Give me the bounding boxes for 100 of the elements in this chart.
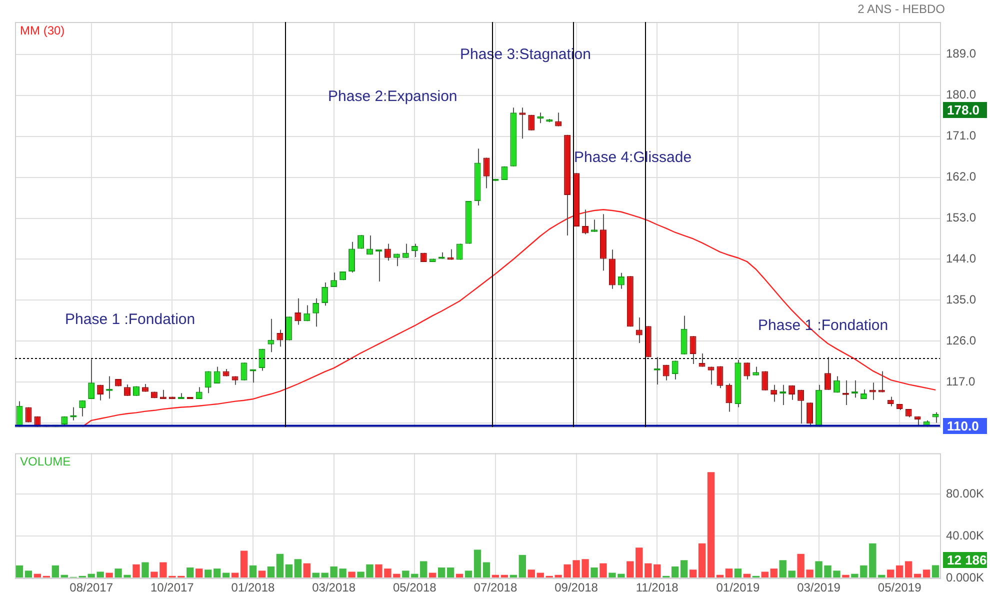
y-tick-label: 40.00K	[946, 528, 984, 542]
bar	[680, 560, 688, 578]
candlestick	[330, 272, 338, 288]
candlestick	[348, 241, 356, 273]
bar	[689, 570, 697, 578]
candlestick	[582, 209, 588, 235]
y-tick-label: 135.0	[946, 292, 976, 307]
candlestick	[636, 317, 642, 344]
y-tick-label: 189.0	[946, 46, 976, 61]
bar	[518, 554, 526, 578]
bar	[878, 574, 886, 578]
text: 178.0	[947, 102, 980, 118]
bar	[914, 574, 922, 578]
x-tick-label: 01/2019	[716, 580, 760, 595]
x-tick-label: 11/2018	[636, 580, 679, 595]
candlestick	[483, 157, 490, 189]
bar	[204, 570, 212, 578]
candlestick	[716, 366, 724, 389]
candlestick	[312, 298, 320, 328]
candlestick	[833, 376, 840, 394]
bar	[932, 565, 940, 578]
bar	[267, 566, 275, 578]
bar	[60, 574, 68, 578]
text: 110.0	[947, 418, 979, 434]
bar	[671, 566, 679, 578]
annotation: Phase 1 :Fondation	[65, 311, 196, 328]
candlestick	[680, 315, 688, 355]
bar	[132, 564, 140, 578]
y-tick-label: 0.000K	[946, 570, 984, 584]
y-tick-label: 162.0	[946, 170, 976, 184]
candlestick	[276, 329, 284, 348]
bar	[743, 574, 751, 578]
candlestick	[322, 282, 328, 306]
bar	[761, 572, 768, 578]
bar	[446, 568, 454, 578]
bar	[231, 572, 239, 578]
bar	[249, 565, 257, 578]
candlestick	[204, 370, 212, 394]
candlestick	[618, 272, 624, 290]
bar	[420, 561, 428, 578]
x-tick-label: 07/2018	[474, 580, 518, 595]
bar	[716, 574, 724, 578]
bar	[285, 564, 292, 578]
candlestick	[591, 219, 598, 232]
bar	[770, 568, 778, 578]
y-tick-label: 153.0	[946, 210, 976, 225]
bar	[348, 572, 356, 578]
candlestick	[708, 366, 714, 385]
bar	[904, 561, 912, 578]
bar	[590, 568, 598, 578]
candlestick	[662, 364, 670, 381]
x-tick-label: 01/2018	[231, 580, 275, 595]
bar	[922, 570, 930, 578]
bar	[276, 554, 284, 578]
candlestick	[519, 107, 526, 140]
bar	[536, 572, 544, 578]
bar	[429, 572, 436, 578]
bar	[24, 570, 32, 578]
x-tick-label: 05/2018	[392, 580, 437, 595]
bar	[52, 565, 60, 578]
bar	[402, 570, 410, 578]
bar	[600, 563, 607, 578]
candlestick	[788, 384, 796, 400]
bar	[186, 568, 194, 578]
bar	[510, 574, 518, 578]
text: 12 186	[947, 552, 987, 568]
bar	[492, 574, 500, 578]
y-tick-label: 80.00K	[946, 486, 984, 500]
bar	[644, 563, 652, 578]
bar	[34, 574, 42, 578]
candlestick	[294, 298, 302, 326]
candlestick	[780, 384, 786, 406]
bar	[303, 563, 310, 578]
candlestick	[304, 304, 310, 322]
candlestick	[824, 356, 831, 390]
bar	[887, 570, 894, 578]
bar	[707, 472, 715, 578]
bar	[438, 568, 446, 578]
bar	[240, 550, 248, 578]
chart-subtitle: 2 ANS - HEBDO	[858, 2, 945, 16]
bar	[258, 570, 266, 578]
bar	[734, 568, 742, 578]
bar	[698, 543, 706, 578]
bar	[842, 574, 850, 578]
x-tick-label: 10/2017	[150, 580, 194, 595]
candlestick	[798, 389, 804, 424]
bar	[213, 568, 221, 578]
candlestick	[690, 336, 696, 364]
bar	[528, 570, 535, 578]
bar	[464, 570, 472, 578]
text: MM (30)	[20, 23, 65, 38]
candlestick	[393, 253, 400, 267]
bar	[294, 559, 302, 578]
y-tick-label: 117.0	[946, 374, 976, 388]
candlestick	[770, 384, 778, 402]
candlestick	[88, 358, 95, 400]
candlestick	[375, 249, 382, 282]
candlestick	[411, 243, 418, 258]
bar	[500, 574, 508, 578]
y-tick-label: 126.0	[946, 334, 976, 348]
